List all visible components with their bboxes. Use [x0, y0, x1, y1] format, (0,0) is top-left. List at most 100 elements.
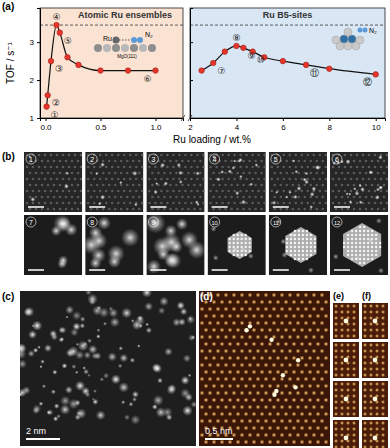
lattice-dot: [90, 208, 93, 211]
lattice-dot: [120, 160, 123, 163]
lattice-dot: [332, 202, 335, 205]
ru-cluster: [39, 365, 42, 368]
lattice-dot: [181, 208, 184, 211]
lattice-dot: [117, 202, 120, 205]
ru-cluster: [240, 247, 246, 253]
lattice-atom: [227, 327, 232, 332]
lattice-dot: [371, 208, 374, 211]
lattice-atom: [239, 334, 244, 339]
lattice-dot: [292, 172, 295, 175]
particle-atom: [229, 238, 231, 240]
lattice-dot: [38, 202, 41, 205]
data-point: [303, 62, 309, 68]
lattice-atom: [279, 362, 284, 367]
trend-line: [202, 46, 376, 74]
lattice-atom: [287, 432, 292, 437]
particle-atom: [290, 246, 292, 248]
lattice-atom: [381, 412, 385, 416]
lattice-atom: [295, 362, 300, 367]
lattice-dot: [114, 184, 117, 187]
ru-cluster: [100, 377, 104, 381]
particle-atom: [298, 246, 300, 248]
lattice-dot: [341, 172, 344, 175]
lattice-atom: [369, 406, 373, 410]
lattice-dot: [386, 190, 388, 193]
lattice-dot: [263, 202, 265, 205]
particle-atom: [351, 230, 353, 232]
lattice-atom: [334, 394, 338, 398]
lattice-dot: [184, 154, 187, 157]
lattice-dot: [224, 172, 227, 175]
lattice-dot: [190, 178, 193, 181]
lattice-atom: [381, 394, 385, 398]
lattice-atom: [323, 355, 328, 360]
y-tick: [190, 42, 193, 43]
lattice-atom: [303, 320, 308, 325]
x-tick-label: 6: [281, 123, 286, 132]
lattice-dot: [47, 172, 50, 175]
lattice-atom: [255, 376, 260, 381]
lattice-atom: [334, 367, 338, 371]
lattice-dot: [187, 208, 190, 211]
lattice-atom: [340, 373, 344, 377]
lattice-atom: [375, 373, 379, 377]
particle-atom: [310, 238, 312, 240]
lattice-dot: [157, 172, 160, 175]
lattice-atom: [231, 404, 236, 409]
lattice-atom: [275, 327, 280, 332]
lattice-dot: [221, 190, 224, 193]
lattice-dot: [274, 208, 277, 211]
lattice-dot: [313, 166, 316, 169]
lattice-atom: [363, 406, 367, 410]
micrograph-background: [362, 342, 388, 378]
lattice-atom: [251, 397, 256, 402]
ru-cluster: [308, 267, 314, 273]
lattice-dot: [365, 208, 368, 211]
lattice-atom: [215, 292, 220, 297]
lattice-atom: [334, 322, 338, 326]
lattice-dot: [193, 196, 196, 199]
ru-cluster: [185, 393, 193, 401]
particle-atom: [310, 246, 312, 248]
lattice-atom: [363, 427, 367, 431]
lattice-dot: [242, 172, 245, 175]
lattice-dot: [77, 172, 80, 175]
lattice-atom: [275, 341, 280, 346]
lattice-dot: [32, 190, 35, 193]
lattice-dot: [99, 178, 102, 181]
lattice-atom: [239, 376, 244, 381]
ru-atom-spot: [248, 324, 252, 328]
ru-cluster: [248, 253, 254, 259]
lattice-atom: [259, 355, 264, 360]
lattice-atom: [352, 433, 356, 437]
lattice-dot: [59, 196, 62, 199]
y-tick-mark: [190, 80, 193, 81]
lattice-atom: [323, 383, 328, 388]
inset-label: N₂: [369, 27, 377, 34]
lattice-atom: [279, 292, 284, 297]
ru-atom-spot: [241, 200, 246, 205]
ru-cluster: [170, 240, 183, 253]
particle-atom: [298, 254, 300, 256]
lattice-dot: [190, 190, 193, 193]
lattice-dot: [196, 154, 199, 157]
micrograph-background: [269, 215, 327, 275]
particle-atom: [241, 238, 243, 240]
lattice-dot: [172, 166, 175, 169]
lattice-dot: [224, 184, 227, 187]
lattice-atom: [239, 432, 244, 437]
lattice-dot: [74, 166, 77, 169]
lattice-dot: [380, 202, 383, 205]
ru-atom-spot: [305, 172, 309, 176]
lattice-dot: [169, 172, 172, 175]
lattice-dot: [221, 202, 224, 205]
lattice-dot: [56, 154, 59, 157]
ru-atom-spot: [238, 158, 243, 163]
micrograph: 12: [330, 215, 388, 275]
lattice-dot: [374, 178, 377, 181]
lattice-atom: [375, 412, 379, 416]
lattice-atom: [352, 394, 356, 398]
lattice-dot: [135, 178, 138, 181]
lattice-atom: [215, 306, 220, 311]
ru-cluster: [137, 315, 143, 321]
